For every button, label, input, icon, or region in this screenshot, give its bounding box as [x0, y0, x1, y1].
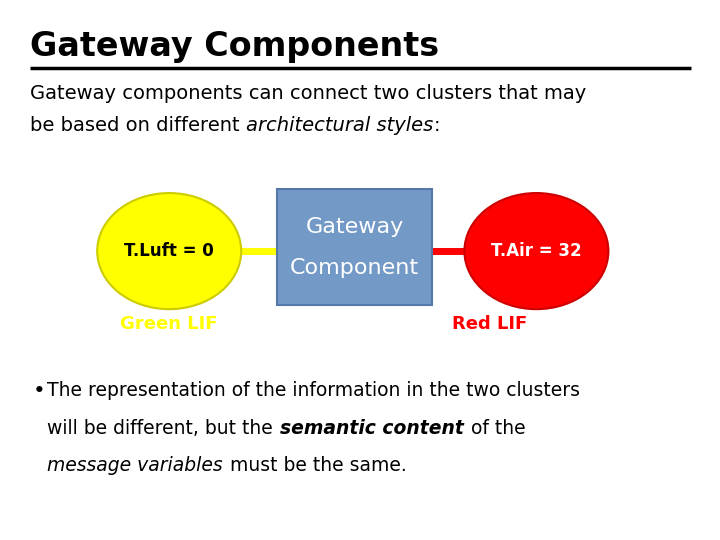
Text: semantic content: semantic content — [280, 418, 464, 437]
Text: Gateway: Gateway — [305, 217, 404, 237]
Text: Red LIF: Red LIF — [452, 315, 527, 333]
Text: :: : — [433, 116, 440, 135]
Text: T.Luft = 0: T.Luft = 0 — [125, 242, 214, 260]
FancyBboxPatch shape — [277, 189, 432, 305]
Text: be based on different: be based on different — [30, 116, 246, 135]
Text: message variables: message variables — [47, 456, 222, 475]
Text: •: • — [32, 381, 45, 401]
Text: Gateway Components: Gateway Components — [30, 30, 439, 63]
Text: architectural styles: architectural styles — [246, 116, 433, 135]
Text: of the: of the — [464, 418, 525, 437]
Ellipse shape — [97, 193, 241, 309]
Text: must be the same.: must be the same. — [224, 456, 407, 475]
Text: Green LIF: Green LIF — [120, 315, 218, 333]
Text: The representation of the information in the two clusters: The representation of the information in… — [47, 381, 580, 400]
Ellipse shape — [464, 193, 608, 309]
Text: T.Air = 32: T.Air = 32 — [491, 242, 582, 260]
Text: will be different, but the: will be different, but the — [47, 418, 279, 437]
Text: Component: Component — [290, 258, 419, 278]
Text: Gateway components can connect two clusters that may: Gateway components can connect two clust… — [30, 84, 587, 103]
